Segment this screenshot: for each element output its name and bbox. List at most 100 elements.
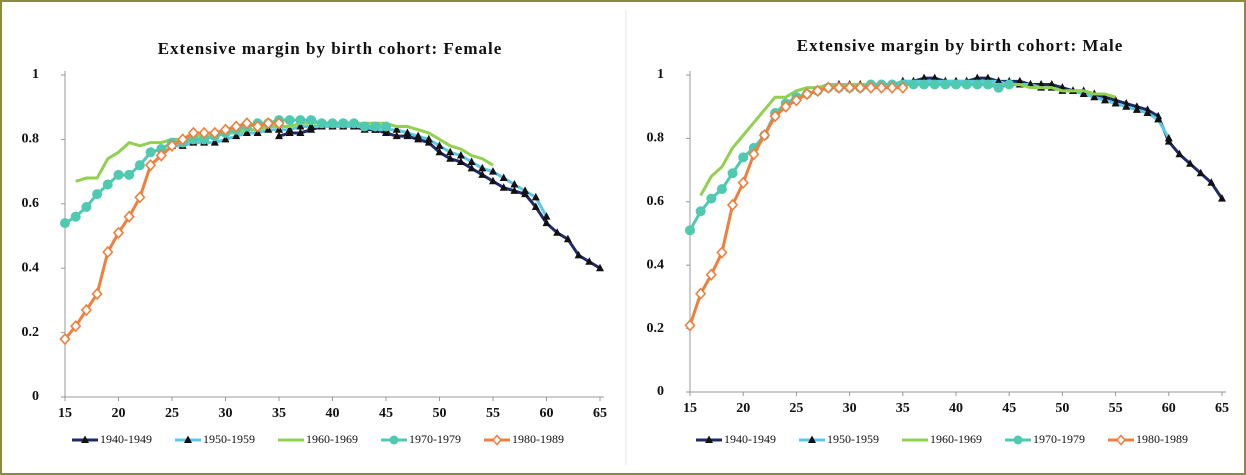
diamond-marker <box>59 332 71 346</box>
triangle-marker <box>446 154 455 162</box>
triangle-marker <box>467 157 476 165</box>
circle-marker <box>716 184 727 195</box>
triangle-marker <box>1090 92 1099 101</box>
x-tick-label: 55 <box>1109 401 1123 416</box>
chart-title: Extensive margin by birth cohort: Male <box>797 36 1124 55</box>
circle-marker <box>381 121 391 132</box>
triangle-marker <box>1164 133 1173 142</box>
triangle-marker <box>542 218 551 227</box>
x-tick-label: 30 <box>843 401 857 416</box>
triangle-marker <box>1175 149 1184 158</box>
triangle-marker <box>563 234 572 243</box>
x-tick-label: 65 <box>593 406 607 421</box>
circle-marker <box>727 168 738 179</box>
triangle-marker <box>456 151 465 159</box>
circle-marker <box>284 115 295 126</box>
circle-marker <box>706 193 717 204</box>
x-tick-label: 45 <box>1002 401 1016 416</box>
triangle-marker <box>296 128 305 136</box>
circle-marker <box>908 79 919 90</box>
diamond-marker <box>91 287 103 301</box>
triangle-marker <box>489 167 497 175</box>
diamond-marker <box>273 117 285 130</box>
triangle-marker <box>1196 168 1205 177</box>
x-tick-label: 50 <box>1055 401 1069 416</box>
diamond-marker <box>726 198 739 212</box>
x-tick-label: 35 <box>896 401 910 416</box>
diamond-marker <box>684 319 696 332</box>
legend-marker <box>389 435 399 445</box>
triangle-marker <box>521 186 530 194</box>
x-tick-label: 40 <box>949 401 963 416</box>
x-tick-label: 15 <box>683 401 697 416</box>
triangle-marker <box>994 76 1003 85</box>
triangle-marker <box>232 131 241 140</box>
circle-marker <box>81 202 92 213</box>
y-tick-label: 1 <box>657 67 664 82</box>
diamond-marker <box>833 81 845 94</box>
triangle-marker <box>489 176 497 185</box>
x-tick-label: 25 <box>165 406 179 421</box>
y-tick-label: 0.2 <box>22 325 40 340</box>
diamond-marker <box>145 158 157 172</box>
diamond-marker <box>70 319 82 333</box>
triangle-marker <box>392 125 401 133</box>
x-tick-label: 55 <box>486 406 500 421</box>
circle-marker <box>972 79 983 90</box>
circle-marker <box>940 79 951 90</box>
diamond-marker <box>155 149 167 162</box>
triangle-marker <box>510 179 519 188</box>
triangle-marker <box>1100 95 1109 104</box>
diamond-marker <box>790 94 802 107</box>
circle-marker <box>1004 79 1015 90</box>
triangle-marker <box>242 128 251 136</box>
diamond-marker <box>230 120 242 133</box>
diamond-marker <box>875 81 888 94</box>
diamond-marker <box>177 133 189 146</box>
triangle-marker <box>499 183 508 191</box>
triangle-marker <box>424 134 433 143</box>
diamond-marker <box>102 245 114 259</box>
legend-label: 1950-1959 <box>827 432 879 446</box>
x-tick-label: 25 <box>789 401 803 416</box>
circle-marker <box>295 115 306 126</box>
legend-label: 1980-1989 <box>1136 432 1188 446</box>
diamond-marker <box>780 100 792 113</box>
legend-label: 1940-1949 <box>724 432 776 446</box>
diamond-marker <box>865 81 877 94</box>
x-tick-label: 65 <box>1215 401 1229 416</box>
triangle-marker <box>392 131 401 140</box>
legend-marker <box>491 434 503 446</box>
legend-marker <box>1115 434 1127 446</box>
x-tick-label: 60 <box>540 406 554 421</box>
circle-marker <box>982 79 993 90</box>
circle-marker <box>348 118 359 129</box>
y-tick-label: 1 <box>32 67 39 82</box>
legend-label: 1950-1959 <box>203 432 255 446</box>
legend-label: 1960-1969 <box>930 432 982 446</box>
diamond-marker <box>822 81 834 94</box>
circle-marker <box>327 118 338 129</box>
diamond-marker <box>769 110 781 123</box>
triangle-marker <box>1218 194 1226 202</box>
diamond-marker <box>262 117 274 130</box>
diamond-marker <box>209 126 221 140</box>
triangle-marker <box>1132 105 1141 113</box>
legend-marker <box>705 435 713 443</box>
circle-marker <box>199 134 210 145</box>
legend-label: 1970-1979 <box>409 432 461 446</box>
x-tick-label: 20 <box>112 406 126 421</box>
diamond-marker <box>801 87 813 101</box>
diamond-marker <box>695 287 707 300</box>
triangle-marker <box>275 131 283 140</box>
diamond-marker <box>112 226 125 239</box>
chart-title: Extensive margin by birth cohort: Female <box>158 39 503 58</box>
triangle-marker <box>1207 178 1216 186</box>
triangle-marker <box>210 138 219 146</box>
y-tick-label: 0 <box>32 389 39 404</box>
circle-marker <box>124 169 135 180</box>
circle-marker <box>695 206 706 217</box>
x-tick-label: 15 <box>58 406 72 421</box>
